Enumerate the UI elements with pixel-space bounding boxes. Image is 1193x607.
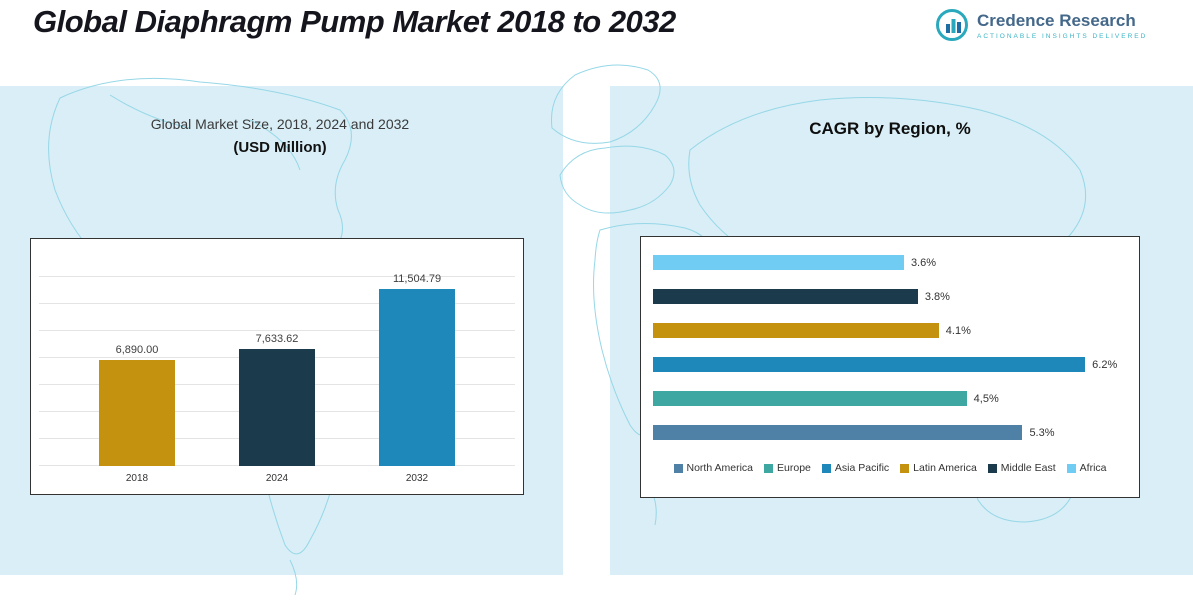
cagr-row-europe: 4,5% (653, 391, 1127, 406)
bar-value-label-2024: 7,633.62 (255, 332, 299, 345)
legend-label-africa: Africa (1079, 462, 1107, 474)
cagr-chart-title: CAGR by Region, % (809, 119, 971, 138)
cagr-bar-latin-america (653, 323, 939, 338)
legend-swatch-north-america (673, 463, 683, 473)
legend-item-africa: Africa (1066, 462, 1107, 474)
bar-2018 (99, 360, 175, 466)
legend-label-middle-east: Middle East (1000, 462, 1056, 474)
market-size-x-axis: 2018 2024 2032 (39, 473, 515, 484)
cagr-legend: North America Europe Asia Pacific Latin Ame… (653, 462, 1127, 474)
cagr-value-label-asia-pacific: 6.2% (1092, 358, 1118, 371)
legend-item-asia-pacific: Asia Pacific (821, 462, 890, 474)
cagr-value-label-africa: 3.6% (910, 256, 937, 269)
cagr-bar-north-america (653, 425, 1023, 440)
market-size-unit-line: (USD Million) (233, 139, 327, 156)
cagr-value-label-europe: 4,5% (973, 392, 999, 405)
bar-value-label-2018: 6,890.00 (115, 344, 159, 357)
legend-label-asia-pacific: Asia Pacific (834, 462, 890, 474)
credence-logo: Credence Research ACTIONABLE INSIGHTS DE… (935, 8, 1147, 42)
cagr-row-asia-pacific: 6.2% (653, 357, 1127, 372)
cagr-bar-europe (653, 391, 967, 406)
legend-item-north-america: North America (673, 462, 754, 474)
market-size-chart-title: Global Market Size, 2018, 2024 and 2032 … (30, 116, 530, 156)
credence-logo-icon (936, 9, 968, 41)
x-axis-label-2024: 2024 (265, 473, 289, 484)
cagr-row-middle-east: 3.8% (653, 289, 1127, 304)
legend-label-north-america: North America (686, 462, 754, 474)
legend-item-europe: Europe (764, 462, 811, 474)
x-axis-label-2032: 2032 (405, 473, 429, 484)
cagr-bar-africa (653, 255, 904, 270)
market-size-plot-area: 6,890.00 7,633.62 11,504.79 (39, 251, 515, 466)
bar-group-2018: 6,890.00 (99, 251, 175, 466)
cagr-chart: 3.6% 3.8% 4.1% 6.2% 4,5% 5.3% North America Eu… (640, 236, 1140, 498)
legend-item-latin-america: Latin America (900, 462, 977, 474)
cagr-row-africa: 3.6% (653, 255, 1127, 270)
cagr-bar-asia-pacific (653, 357, 1086, 372)
bar-2032 (379, 289, 455, 466)
cagr-row-latin-america: 4.1% (653, 323, 1127, 338)
legend-swatch-middle-east (987, 463, 997, 473)
page-title: Global Diaphragm Pump Market 2018 to 203… (33, 4, 676, 39)
bar-2024 (239, 348, 315, 466)
cagr-value-label-north-america: 5.3% (1029, 426, 1055, 439)
market-size-title-line: Global Market Size, 2018, 2024 and 2032 (150, 116, 410, 132)
bar-group-2032: 11,504.79 (379, 251, 455, 466)
logo-text: Credence Research ACTIONABLE INSIGHTS DE… (977, 8, 1147, 40)
cagr-value-label-middle-east: 3.8% (924, 290, 950, 303)
cagr-row-north-america: 5.3% (653, 425, 1127, 440)
bar-group-2024: 7,633.62 (239, 251, 315, 466)
legend-label-europe: Europe (777, 462, 811, 474)
legend-swatch-africa (1066, 463, 1076, 473)
legend-swatch-latin-america (900, 463, 910, 473)
legend-item-middle-east: Middle East (987, 462, 1056, 474)
legend-label-latin-america: Latin America (913, 462, 977, 474)
legend-swatch-europe (764, 463, 774, 473)
cagr-bar-middle-east (653, 289, 918, 304)
bar-value-label-2032: 11,504.79 (392, 273, 442, 286)
legend-swatch-asia-pacific (821, 463, 831, 473)
cagr-bars: 3.6% 3.8% 4.1% 6.2% 4,5% 5.3% (653, 255, 1127, 440)
market-size-bars: 6,890.00 7,633.62 11,504.79 (39, 251, 515, 466)
cagr-value-label-latin-america: 4.1% (945, 324, 971, 337)
logo-tagline: ACTIONABLE INSIGHTS DELIVERED (977, 33, 1148, 40)
x-axis-label-2018: 2018 (125, 473, 149, 484)
logo-name: Credence Research (977, 11, 1136, 30)
market-size-chart: 6,890.00 7,633.62 11,504.79 2018 2024 2032 (30, 238, 524, 495)
